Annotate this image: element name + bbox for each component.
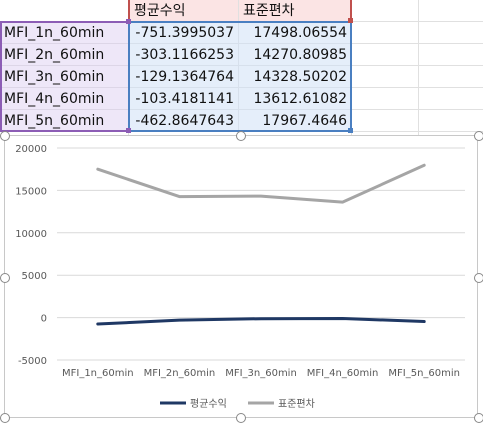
cell-mean[interactable]: -129.1364764 [128, 66, 238, 88]
y-tick-label: 5000 [22, 271, 47, 282]
cell-std[interactable]: 14328.50202 [238, 66, 351, 88]
series-line-2 [98, 165, 424, 202]
row-label[interactable]: MFI_4n_60min [0, 88, 128, 110]
resize-handle-top[interactable] [236, 131, 246, 141]
legend-label: 표준편차 [278, 398, 315, 410]
cell-std[interactable]: 17498.06554 [238, 22, 351, 44]
chart-plot: 20000 15000 10000 5000 0 -5000 MFI_1n_60min MFI… [5, 136, 477, 417]
row-label[interactable]: MFI_5n_60min [0, 110, 128, 132]
spreadsheet-grid[interactable]: 평균수익 표준편차 MFI_1n_60min -751.3995037 1749… [0, 0, 483, 135]
y-tick-label: 10000 [15, 229, 47, 240]
cell-mean[interactable]: -462.8647643 [128, 110, 238, 132]
y-tick-label: 20000 [15, 144, 47, 155]
x-tick-label: MFI_3n_60min [225, 368, 297, 379]
x-tick-label: MFI_1n_60min [62, 368, 134, 379]
y-tick-label: 0 [41, 314, 47, 325]
row-label[interactable]: MFI_3n_60min [0, 66, 128, 88]
cell-mean[interactable]: -751.3995037 [128, 22, 238, 44]
cell-std[interactable]: 14270.80985 [238, 44, 351, 66]
row-label[interactable]: MFI_1n_60min [0, 22, 128, 44]
y-tick-label: -5000 [18, 356, 47, 367]
cell-mean[interactable]: -103.4181141 [128, 88, 238, 110]
resize-handle-top-right[interactable] [474, 131, 483, 141]
row-label[interactable]: MFI_2n_60min [0, 44, 128, 66]
header-std[interactable]: 표준편차 [239, 0, 350, 21]
legend-label: 평균수익 [190, 398, 227, 410]
cell-std[interactable]: 13612.61082 [238, 88, 351, 110]
cell-std[interactable]: 17967.4646 [238, 110, 351, 132]
series-line-1 [98, 318, 424, 323]
line-chart[interactable]: 20000 15000 10000 5000 0 -5000 MFI_1n_60min MFI… [4, 135, 478, 418]
y-tick-label: 15000 [15, 186, 47, 197]
x-tick-label: MFI_4n_60min [307, 368, 379, 379]
resize-handle-top-left[interactable] [0, 131, 10, 141]
resize-handle-left[interactable] [0, 273, 10, 283]
x-tick-label: MFI_2n_60min [144, 368, 216, 379]
header-mean[interactable]: 평균수익 [130, 0, 238, 21]
cell-mean[interactable]: -303.1166253 [128, 44, 238, 66]
resize-handle-right[interactable] [474, 273, 483, 283]
x-tick-label: MFI_5n_60min [388, 368, 460, 379]
